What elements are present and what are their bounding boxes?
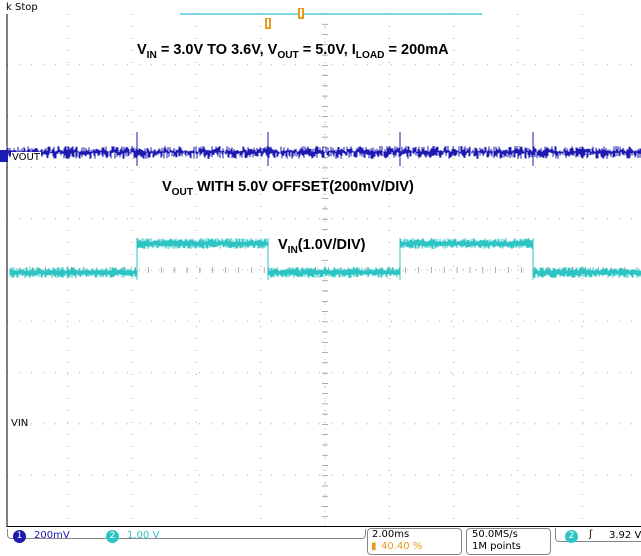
trigger-position-marker: [265, 18, 271, 29]
timebase: 2.00ms: [372, 529, 410, 540]
record-length: 1M points: [472, 541, 521, 552]
graticule: [6, 13, 641, 527]
ch2-number-chip: 2: [106, 530, 119, 543]
vout-annotation: VOUT WITH 5.0V OFFSET(200mV/DIV): [162, 179, 414, 198]
trigger-point-marker: [298, 8, 304, 19]
conditions-annotation: VIN = 3.0V TO 3.6V, VOUT = 5.0V, ILOAD =…: [137, 42, 449, 61]
vin-annotation: VIN(1.0V/DIV): [276, 237, 368, 256]
acquisition-readout[interactable]: [466, 528, 551, 555]
trigger-position: 40.40 %: [381, 541, 423, 552]
trigger-status: k Stop: [6, 2, 38, 13]
ch2-scale: 1.00 V: [127, 530, 160, 541]
ch1-number-chip: 1: [13, 530, 26, 543]
vin-channel-label: VIN: [11, 418, 29, 429]
trigger-source-chip: 2: [565, 530, 578, 543]
trigger-position-marker-icon: ▮: [371, 541, 377, 552]
status-bar: 1 200mV 2 1.00 V 2.00ms ▮ 40.40 % 50.0MS…: [0, 527, 641, 556]
sample-rate: 50.0MS/s: [472, 529, 518, 540]
ch1-ground-marker: [0, 150, 8, 162]
trigger-level: 3.92 V: [609, 530, 641, 541]
trigger-slope-icon: ʃ: [589, 529, 593, 540]
vout-channel-label: VOUT: [11, 152, 41, 163]
timebase-readout[interactable]: [367, 528, 462, 555]
vin-trace: [9, 238, 641, 280]
channel-scales-readout[interactable]: [7, 529, 366, 539]
oscilloscope-display: [0, 8, 641, 527]
ch1-scale: 200mV: [34, 530, 70, 541]
